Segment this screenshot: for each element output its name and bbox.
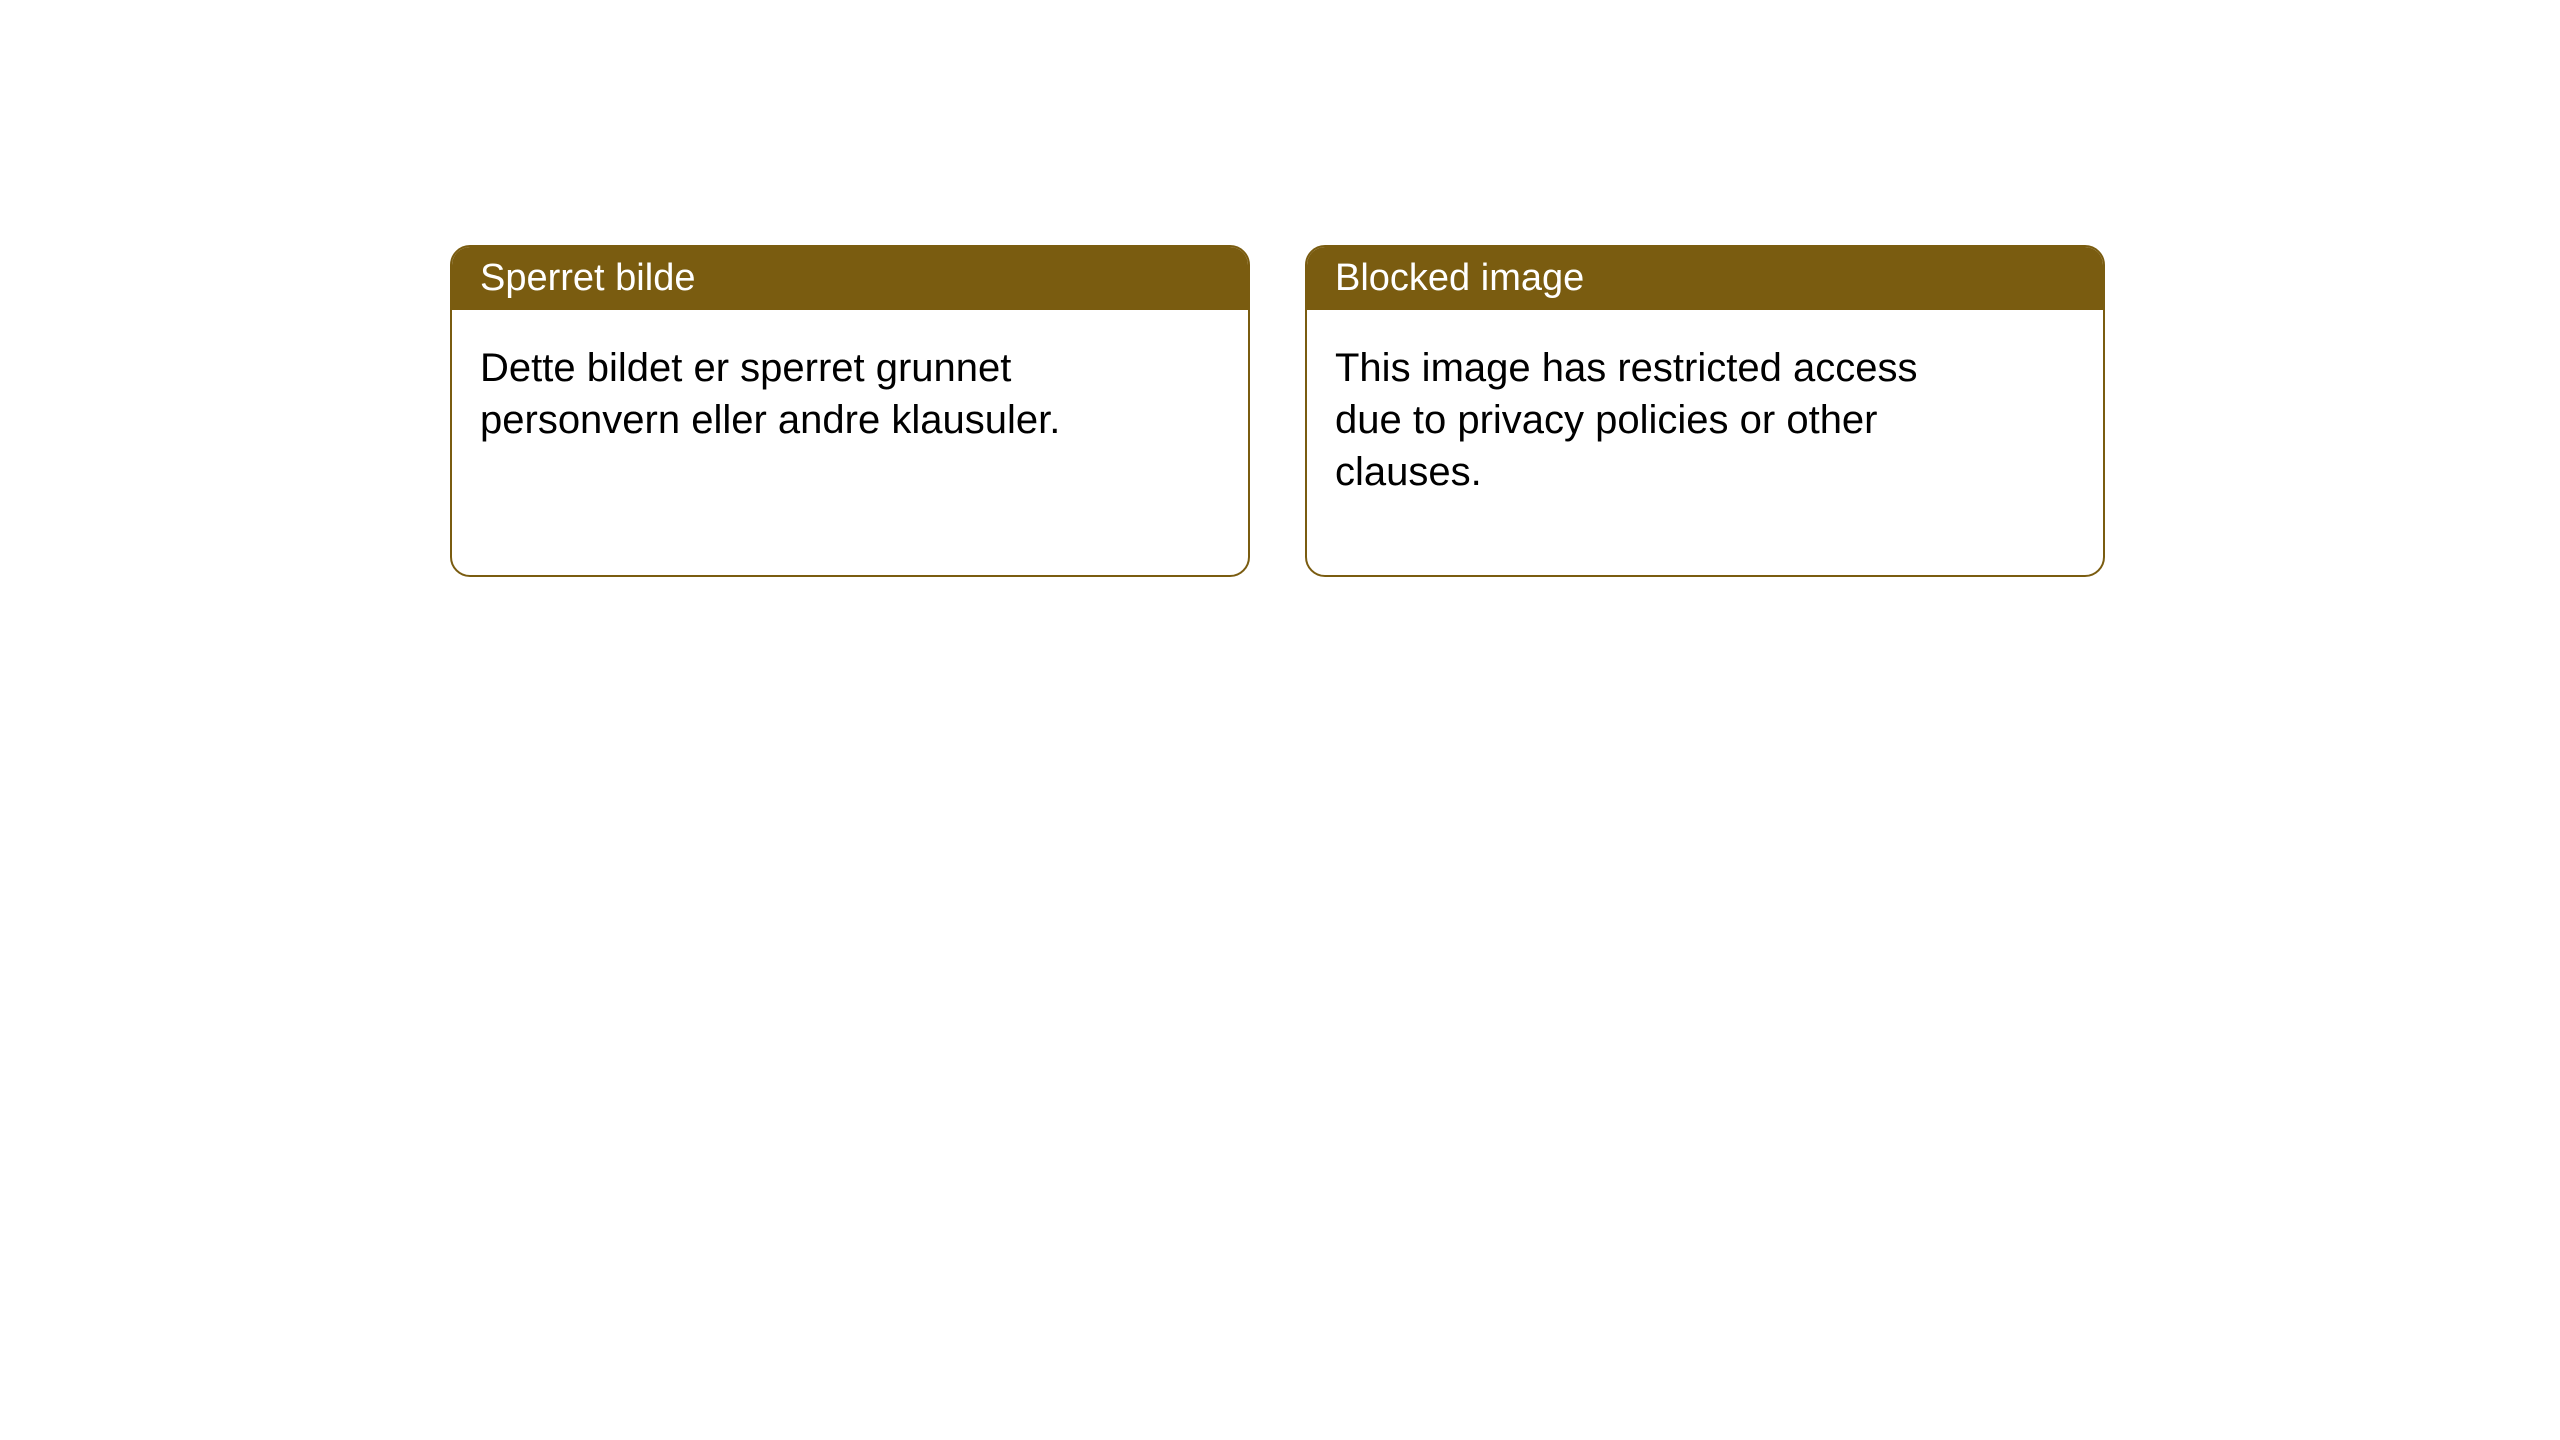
notice-header: Sperret bilde	[452, 247, 1248, 310]
notice-title: Blocked image	[1335, 257, 1584, 299]
notice-body-text: Dette bildet er sperret grunnet personve…	[480, 346, 1060, 442]
notice-header: Blocked image	[1307, 247, 2103, 310]
notice-container: Sperret bilde Dette bildet er sperret gr…	[450, 245, 2560, 577]
notice-body-text: This image has restricted access due to …	[1335, 346, 1917, 494]
notice-body: Dette bildet er sperret grunnet personve…	[452, 310, 1152, 478]
notice-box-english: Blocked image This image has restricted …	[1305, 245, 2105, 577]
notice-title: Sperret bilde	[480, 257, 695, 299]
notice-body: This image has restricted access due to …	[1307, 310, 2007, 530]
notice-box-norwegian: Sperret bilde Dette bildet er sperret gr…	[450, 245, 1250, 577]
